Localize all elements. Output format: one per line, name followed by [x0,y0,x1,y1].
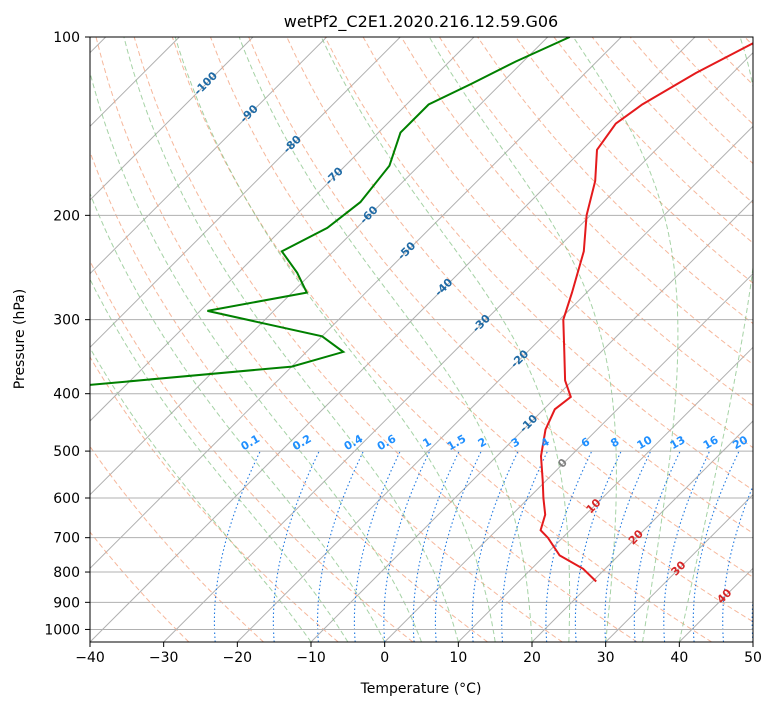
chart-title: wetPf2_C2E1.2020.216.12.59.G06 [284,12,558,32]
x-tick-label: 50 [744,650,762,666]
x-tick-label: 10 [449,650,467,666]
x-tick-label: 30 [597,650,615,666]
y-tick-label: 400 [53,387,80,403]
y-tick-label: 600 [53,491,80,507]
y-axis-label: Pressure (hPa) [12,289,28,389]
x-tick-label: 0 [380,650,389,666]
x-tick-label: 20 [523,650,541,666]
x-axis-label: Temperature (°C) [360,681,482,697]
y-tick-label: 900 [53,595,80,611]
y-tick-label: 100 [53,30,80,46]
x-tick-label: 40 [670,650,688,666]
x-tick-label: −40 [75,650,105,666]
y-tick-label: 1000 [44,622,80,638]
y-tick-label: 200 [53,208,80,224]
y-tick-label: 300 [53,313,80,329]
x-tick-label: −30 [149,650,179,666]
x-tick-label: −20 [223,650,253,666]
y-tick-label: 800 [53,565,80,581]
y-tick-label: 500 [53,444,80,460]
x-tick-label: −10 [296,650,326,666]
y-tick-label: 700 [53,531,80,547]
